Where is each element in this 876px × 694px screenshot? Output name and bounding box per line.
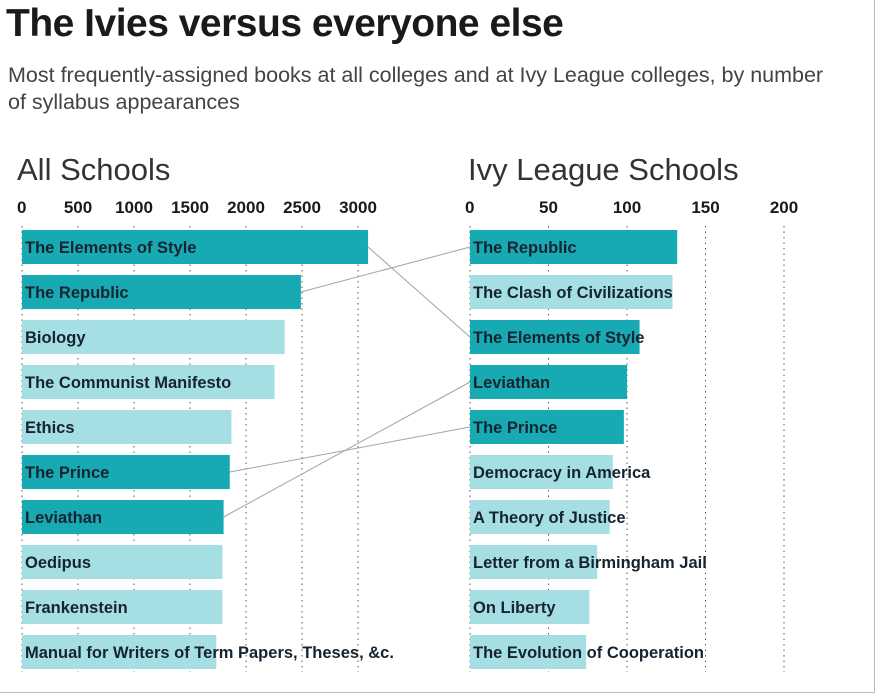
axis-tick-label: 3000 [339, 198, 377, 217]
panel-title-ivy-league: Ivy League Schools [468, 152, 739, 187]
bar [22, 365, 275, 399]
bar-label: Democracy in America [473, 464, 651, 482]
bar [470, 590, 590, 624]
bar [22, 410, 232, 444]
bar-label: The Clash of Civilizations [473, 284, 673, 302]
axis-tick-label: 50 [539, 198, 558, 217]
bar [470, 635, 587, 669]
bar [470, 455, 613, 489]
bar [22, 635, 217, 669]
bar-label: The Elements of Style [473, 329, 644, 347]
bar-label: The Communist Manifesto [25, 374, 231, 392]
axis-tick-label: 0 [17, 198, 26, 217]
connector-line [367, 246, 471, 338]
axis-tick-label: 100 [613, 198, 641, 217]
bar-label: A Theory of Justice [473, 509, 626, 527]
axis-tick-label: 200 [770, 198, 798, 217]
bar-label: The Evolution of Cooperation [473, 644, 704, 662]
bar [470, 230, 678, 264]
panel-title-all-schools: All Schools [17, 152, 171, 187]
bar-label: The Prince [25, 464, 109, 482]
bar-label: Leviathan [473, 374, 550, 392]
bar [22, 455, 230, 489]
axis-tick-label: 0 [465, 198, 474, 217]
bar [470, 365, 627, 399]
bar-label: Manual for Writers of Term Papers, These… [25, 644, 394, 662]
bar [22, 230, 369, 264]
axis-tick-label: 1000 [115, 198, 153, 217]
bar [470, 320, 640, 354]
axis-tick-label: 500 [64, 198, 92, 217]
bar [470, 500, 610, 534]
connector-line [223, 381, 471, 518]
axis-tick-label: 1500 [171, 198, 209, 217]
bar [22, 320, 285, 354]
chart-title: The Ivies versus everyone else [6, 2, 564, 45]
bar [22, 275, 301, 309]
bar-label: The Republic [473, 239, 577, 257]
bar-label: The Elements of Style [25, 239, 196, 257]
bar [470, 545, 598, 579]
bar-label: The Republic [25, 284, 129, 302]
bar-label: Frankenstein [25, 599, 128, 617]
bar-label: Biology [25, 329, 86, 347]
bar [470, 410, 624, 444]
bar-label: Leviathan [25, 509, 102, 527]
bar [22, 500, 224, 534]
connector-line [229, 426, 471, 473]
axis-tick-label: 2500 [283, 198, 321, 217]
bar-label: Ethics [25, 419, 75, 437]
bar [22, 590, 223, 624]
axis-tick-label: 150 [691, 198, 719, 217]
bar [470, 275, 673, 309]
bar-label: Letter from a Birmingham Jail [473, 554, 707, 572]
connector-line [300, 246, 471, 293]
chart-subtitle: Most frequently-assigned books at all co… [8, 63, 824, 114]
bar-label: The Prince [473, 419, 557, 437]
bar [22, 545, 223, 579]
bar-label: Oedipus [25, 554, 91, 572]
bar-label: On Liberty [473, 599, 556, 617]
axis-tick-label: 2000 [227, 198, 265, 217]
